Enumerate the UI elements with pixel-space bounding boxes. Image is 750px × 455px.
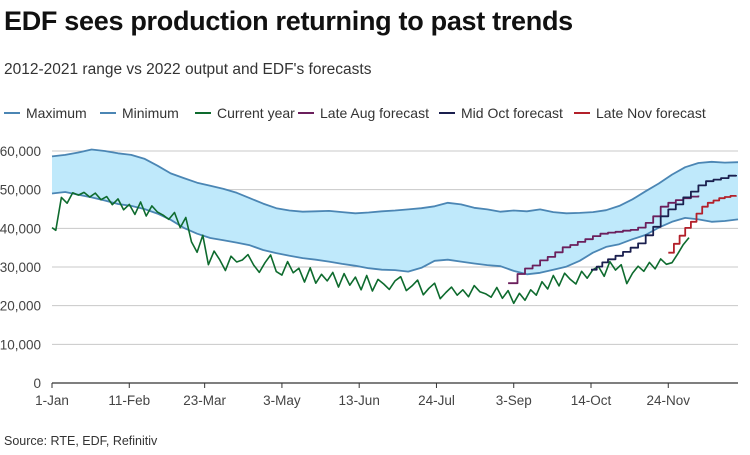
x-tick-label: 13-Jun bbox=[339, 393, 380, 408]
range-band-layer bbox=[52, 149, 738, 275]
series-line-maximum bbox=[51, 148, 739, 215]
page-title: EDF sees production returning to past tr… bbox=[4, 6, 573, 36]
legend-label-minimum: Minimum bbox=[122, 105, 179, 121]
y-tick-label: 60,000 bbox=[0, 144, 41, 159]
x-tick-label: 1-Jan bbox=[35, 393, 69, 408]
x-tick-label: 24-Jul bbox=[418, 393, 455, 408]
legend-item-late-aug: Late Aug forecast bbox=[298, 105, 429, 121]
legend-swatch-current-year bbox=[195, 112, 211, 114]
axis-layer: 0 10,000 20,000 30,000 40,000 50,000 60,000 1-J… bbox=[0, 144, 738, 408]
legend-swatch-maximum bbox=[4, 112, 20, 114]
legend-item-minimum: Minimum bbox=[100, 105, 179, 121]
series-line-mid-oct-forecast bbox=[591, 174, 737, 271]
y-tick-label: 50,000 bbox=[0, 183, 41, 198]
legend-label-maximum: Maximum bbox=[26, 105, 87, 121]
legend-swatch-minimum bbox=[100, 112, 116, 114]
legend-swatch-mid-oct bbox=[439, 112, 455, 114]
chart-legend: Maximum Minimum Current year Late Aug fo… bbox=[4, 105, 746, 125]
legend-label-late-nov: Late Nov forecast bbox=[596, 105, 706, 121]
x-tick-label: 24-Nov bbox=[647, 393, 691, 408]
legend-item-mid-oct: Mid Oct forecast bbox=[439, 105, 563, 121]
legend-label-current-year: Current year bbox=[217, 105, 295, 121]
legend-item-late-nov: Late Nov forecast bbox=[574, 105, 706, 121]
chart-subtitle: 2012-2021 range vs 2022 output and EDF's… bbox=[4, 61, 372, 78]
series-line-late-nov-forecast bbox=[668, 195, 737, 254]
line-chart: 0 10,000 20,000 30,000 40,000 50,000 60,000 1-J… bbox=[0, 144, 739, 408]
y-tick-label: 30,000 bbox=[0, 260, 41, 275]
series-line-late-aug-forecast bbox=[508, 195, 700, 285]
series-layer bbox=[51, 148, 739, 305]
legend-swatch-late-aug bbox=[298, 112, 314, 114]
x-tick-label: 14-Oct bbox=[571, 393, 612, 408]
legend-item-maximum: Maximum bbox=[4, 105, 87, 121]
x-tick-label: 3-Sep bbox=[496, 393, 532, 408]
y-tick-label: 10,000 bbox=[0, 337, 41, 352]
legend-swatch-late-nov bbox=[574, 112, 590, 114]
y-tick-label: 40,000 bbox=[0, 221, 41, 236]
legend-item-current-year: Current year bbox=[195, 105, 295, 121]
x-tick-label: 23-Mar bbox=[183, 393, 226, 408]
legend-label-late-aug: Late Aug forecast bbox=[320, 105, 429, 121]
y-tick-label: 20,000 bbox=[0, 299, 41, 314]
range-band bbox=[52, 149, 738, 275]
x-tick-label: 3-May bbox=[263, 393, 301, 408]
y-tick-label: 0 bbox=[33, 376, 41, 391]
source-note: Source: RTE, EDF, Refinitiv bbox=[4, 434, 158, 448]
x-tick-label: 11-Feb bbox=[108, 393, 150, 408]
series-line-current-year bbox=[51, 191, 690, 305]
legend-label-mid-oct: Mid Oct forecast bbox=[461, 105, 563, 121]
